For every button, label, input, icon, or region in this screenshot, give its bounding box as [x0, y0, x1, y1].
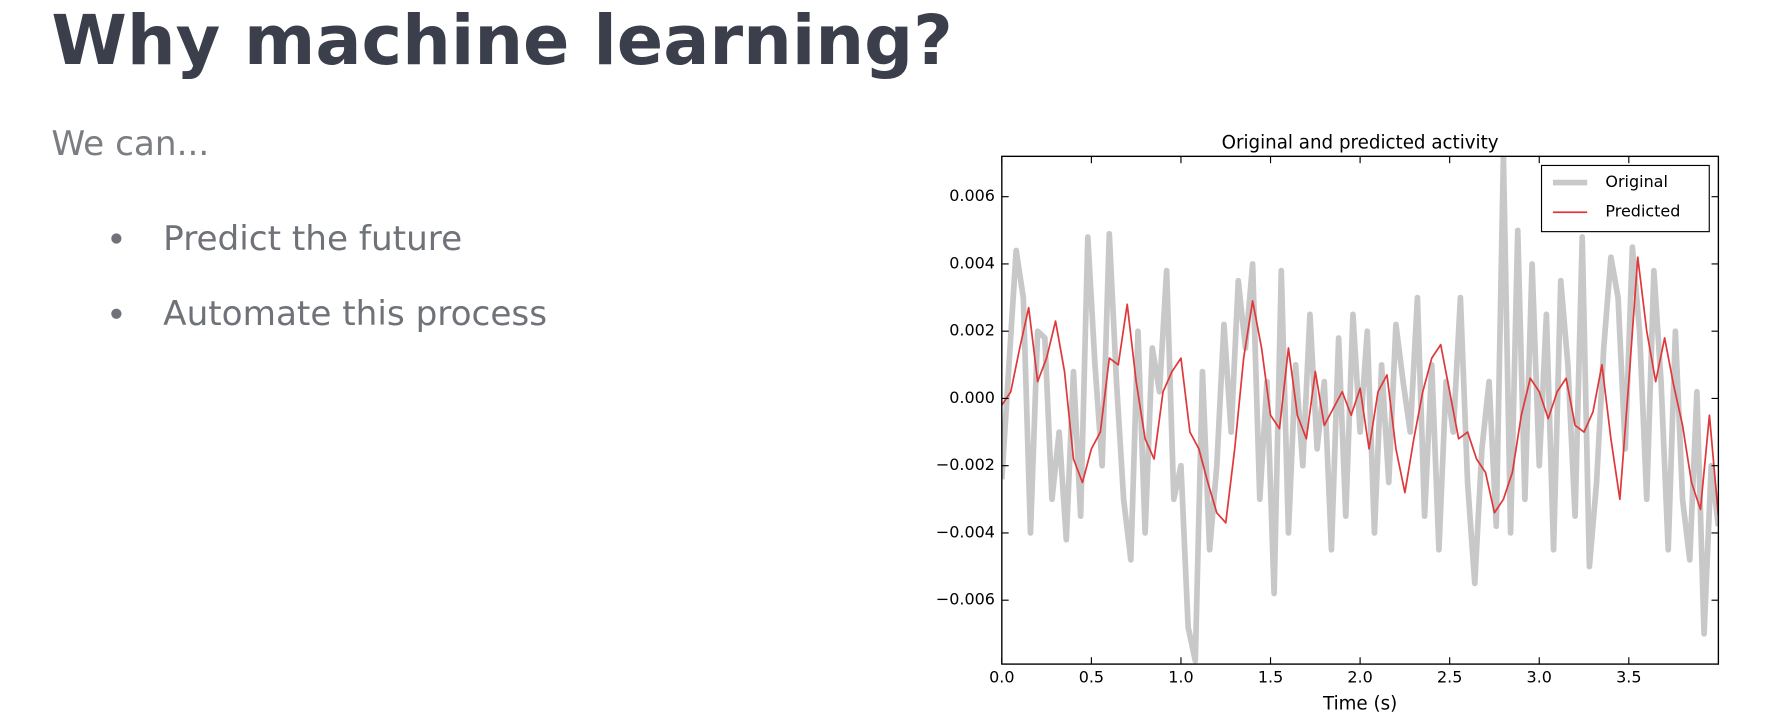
x-tick-label: 0.0 [989, 667, 1014, 686]
plot-frame [1001, 155, 1720, 665]
series-line [1001, 156, 1719, 664]
plot-area [1001, 156, 1719, 664]
x-tick-label: 1.0 [1168, 667, 1193, 686]
x-tick-label: 2.5 [1437, 667, 1462, 686]
chart-title: Original and predicted activity [1222, 132, 1499, 153]
bullet-text: Predict the future [163, 219, 462, 259]
x-axis-label: Time (s) [1322, 694, 1397, 715]
bullet-dot [111, 233, 122, 244]
x-tick-label: 0.5 [1079, 667, 1104, 686]
lead-text: We can... [51, 124, 209, 164]
legend-box [1540, 164, 1710, 233]
series-group [1001, 156, 1719, 664]
y-tick-label: 0.004 [949, 253, 995, 272]
x-tick-label: 1.5 [1258, 667, 1283, 686]
slide-title: Why machine learning? [51, 1, 952, 81]
x-tick-label: 2.0 [1347, 667, 1372, 686]
y-tick-label: −0.006 [936, 590, 995, 609]
y-tick-label: −0.002 [936, 455, 995, 474]
series-line [1001, 256, 1719, 524]
x-tick-label: 3.0 [1527, 667, 1552, 686]
x-tick-label: 3.5 [1616, 667, 1641, 686]
bullet-dot [111, 308, 122, 319]
legend-label: Original [1605, 172, 1668, 191]
legend-label: Predicted [1605, 202, 1680, 221]
y-tick-label: −0.004 [936, 522, 995, 541]
bullet-text: Automate this process [163, 294, 547, 334]
y-tick-label: 0.002 [949, 321, 995, 340]
y-tick-label: 0.000 [949, 388, 995, 407]
y-tick-label: 0.006 [949, 186, 995, 205]
